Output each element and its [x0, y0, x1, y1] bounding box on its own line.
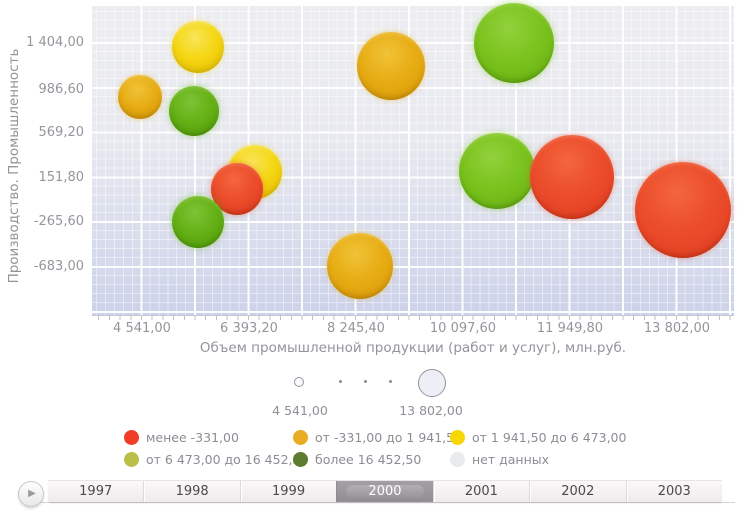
y-tick-label: -265,60: [33, 214, 84, 229]
timeline-year[interactable]: 2001: [432, 481, 529, 502]
chart-bubble[interactable]: [172, 21, 224, 73]
size-legend-min-circle: [294, 377, 304, 387]
chart-bubble[interactable]: [172, 196, 224, 248]
legend-swatch-no-data: [450, 451, 465, 467]
timeline-year[interactable]: 1999: [239, 481, 336, 502]
legend-item[interactable]: нет данных: [450, 451, 549, 467]
timeline-year[interactable]: 2002: [529, 481, 625, 502]
bubble-layer: [92, 3, 734, 315]
chart-bubble[interactable]: [459, 133, 535, 209]
legend-item[interactable]: менее -331,00: [124, 429, 239, 445]
y-tick-label: 986,60: [38, 82, 85, 97]
chart-bubble[interactable]: [327, 233, 393, 299]
x-axis-minor-ticks: [92, 316, 734, 320]
legend-label: от -331,00 до 1 941,50: [315, 429, 463, 445]
legend-item[interactable]: более 16 452,50: [293, 451, 421, 467]
x-axis-title: Объем промышленной продукции (работ и ус…: [199, 340, 627, 356]
chart-bubble[interactable]: [211, 163, 263, 215]
y-tick-label: 1 404,00: [26, 35, 84, 50]
y-tick-label: -683,00: [33, 259, 84, 274]
x-tick-label: 11 949,80: [536, 321, 604, 336]
legend-label: от 6 473,00 до 16 452,50: [146, 451, 309, 467]
x-tick-label: 13 802,00: [643, 321, 711, 336]
timeline-year[interactable]: 2003: [625, 481, 722, 502]
legend-label: более 16 452,50: [315, 451, 422, 467]
size-legend-step-dot: [339, 380, 342, 383]
x-tick-label: 10 097,60: [429, 321, 497, 336]
chart-bubble[interactable]: [635, 162, 731, 258]
x-tick-label: 6 393,20: [220, 321, 278, 336]
legend-item[interactable]: от -331,00 до 1 941,50: [293, 429, 462, 445]
chart-bubble[interactable]: [169, 86, 219, 136]
timeline-year-selector: 1997 1998 1999 2000 2001 2002 2003: [48, 480, 722, 502]
y-tick-label: 569,20: [38, 125, 85, 140]
legend-swatch-orange: [293, 429, 308, 445]
legend-swatch-yellow: [450, 429, 465, 445]
chart-bubble[interactable]: [357, 32, 425, 100]
size-legend-step-dot: [389, 380, 392, 383]
legend-label: менее -331,00: [146, 429, 239, 445]
legend-swatch-dark-green: [293, 451, 308, 467]
legend-swatch-red: [124, 429, 139, 445]
chart-bubble[interactable]: [474, 3, 554, 83]
chart-bubble[interactable]: [530, 135, 614, 219]
timeline-underline: [30, 502, 735, 503]
legend-label: нет данных: [472, 451, 550, 467]
legend-swatch-olive: [124, 451, 139, 467]
size-legend-max-label: 13 802,00: [399, 403, 463, 418]
x-tick-label: 4 541,00: [113, 321, 171, 336]
y-axis-title: Производство. Промышленность: [6, 48, 22, 284]
chart-bubble[interactable]: [118, 75, 162, 119]
legend-item[interactable]: от 1 941,50 до 6 473,00: [450, 429, 626, 445]
play-button[interactable]: ▶: [18, 481, 44, 507]
timeline-year[interactable]: 1997: [79, 484, 113, 499]
timeline-year[interactable]: 1998: [143, 481, 239, 502]
plot-area: [92, 3, 734, 316]
play-icon: ▶: [28, 488, 36, 499]
x-tick-label: 8 245,40: [327, 321, 385, 336]
size-legend-max-circle: [418, 369, 446, 397]
size-legend-step-dot: [364, 380, 367, 383]
size-legend-min-label: 4 541,00: [272, 403, 328, 418]
legend-item[interactable]: от 6 473,00 до 16 452,50: [124, 451, 308, 467]
y-tick-label: 151,80: [38, 170, 85, 185]
timeline-year[interactable]: 2000: [336, 481, 433, 502]
legend-label: от 1 941,50 до 6 473,00: [472, 429, 627, 445]
